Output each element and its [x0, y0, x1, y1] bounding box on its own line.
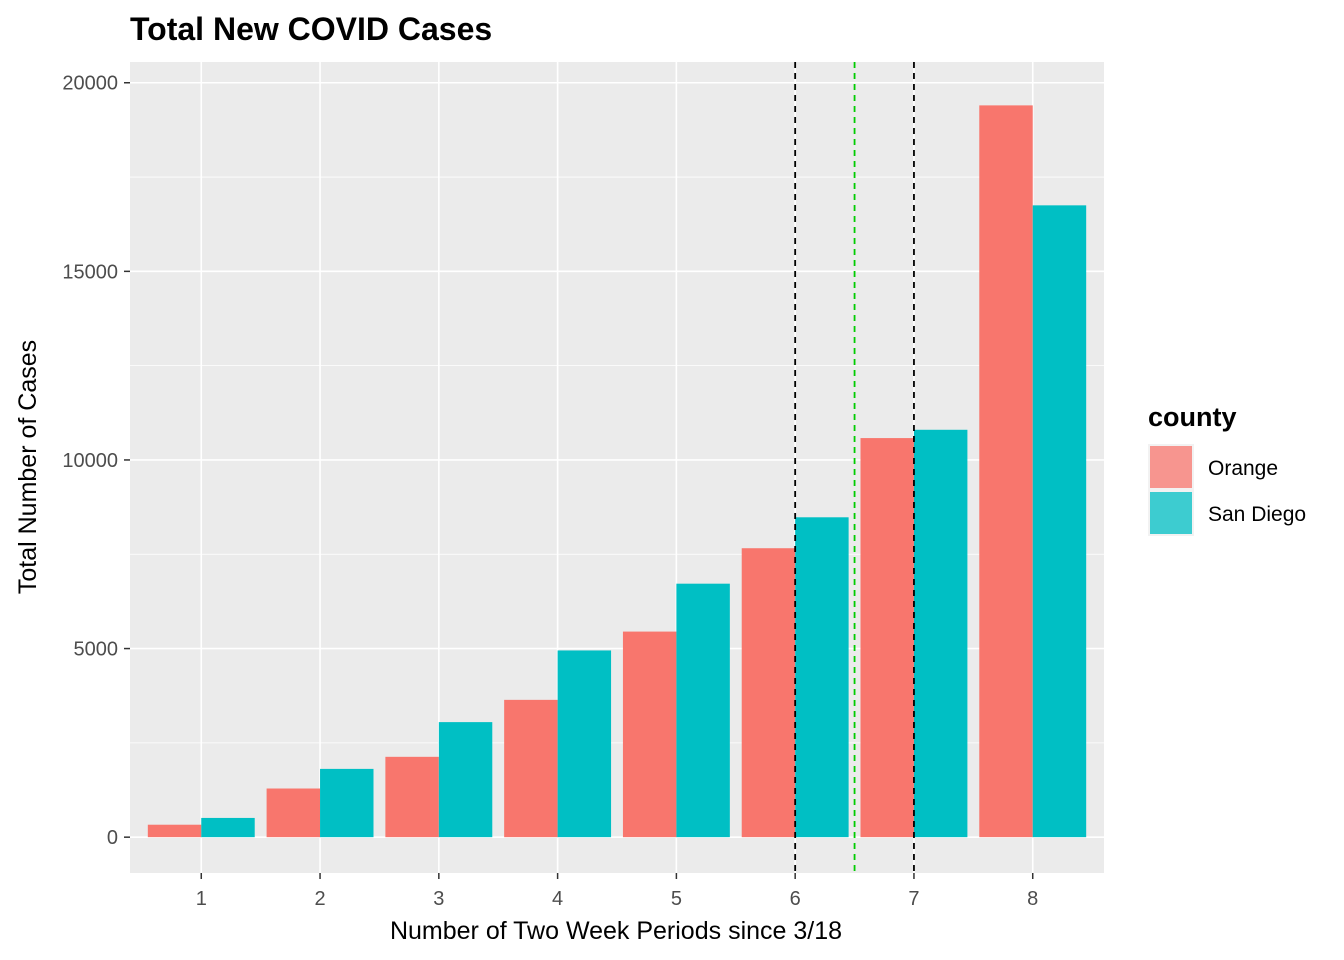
bar-san-diego-4 — [557, 650, 612, 838]
bar-san-diego-7 — [913, 429, 968, 838]
y-tick-label: 20000 — [62, 73, 118, 95]
gridlines — [130, 62, 1104, 873]
bar-orange-6 — [741, 548, 796, 838]
bar-orange-3 — [385, 756, 439, 838]
legend-swatch-san-diego — [1150, 492, 1192, 534]
x-axis: 1 2 3 4 5 6 7 8 — [196, 873, 1038, 910]
bar-san-diego-6 — [795, 517, 849, 838]
y-axis: 0 5000 10000 15000 20000 — [62, 73, 130, 849]
bar-san-diego-8 — [1032, 205, 1087, 838]
legend-label: Orange — [1208, 457, 1278, 480]
x-tick-label: 7 — [908, 888, 919, 910]
y-tick-label: 15000 — [62, 261, 118, 283]
x-tick-label: 2 — [314, 888, 325, 910]
bar-orange-8 — [979, 105, 1033, 838]
x-tick-label: 1 — [196, 888, 207, 910]
bar-orange-7 — [860, 438, 914, 838]
x-axis-title: Number of Two Week Periods since 3/18 — [390, 917, 842, 945]
bar-san-diego-2 — [320, 768, 374, 838]
legend-title: county — [1148, 402, 1237, 432]
legend-label: San Diego — [1208, 503, 1306, 526]
y-tick-label: 0 — [107, 827, 118, 849]
x-tick-label: 5 — [671, 888, 682, 910]
bar-orange-2 — [266, 788, 321, 838]
bar-orange-5 — [622, 631, 677, 838]
reference-lines — [794, 62, 915, 873]
bar-orange-4 — [504, 699, 558, 838]
bar-san-diego-3 — [438, 722, 493, 838]
x-tick-label: 3 — [433, 888, 444, 910]
x-tick-label: 6 — [790, 888, 801, 910]
bar-orange-1 — [147, 824, 202, 838]
y-axis-title: Total Number of Cases — [14, 340, 42, 594]
y-tick-label: 5000 — [74, 639, 119, 661]
legend: county Orange San Diego — [1148, 402, 1306, 536]
x-tick-label: 8 — [1027, 888, 1038, 910]
bar-san-diego-1 — [201, 817, 255, 838]
chart-title: Total New COVID Cases — [130, 11, 492, 47]
x-tick-label: 4 — [552, 888, 563, 910]
legend-swatch-orange — [1150, 446, 1192, 488]
y-tick-label: 10000 — [62, 450, 118, 472]
bars — [147, 105, 1087, 838]
bar-san-diego-5 — [676, 583, 730, 838]
